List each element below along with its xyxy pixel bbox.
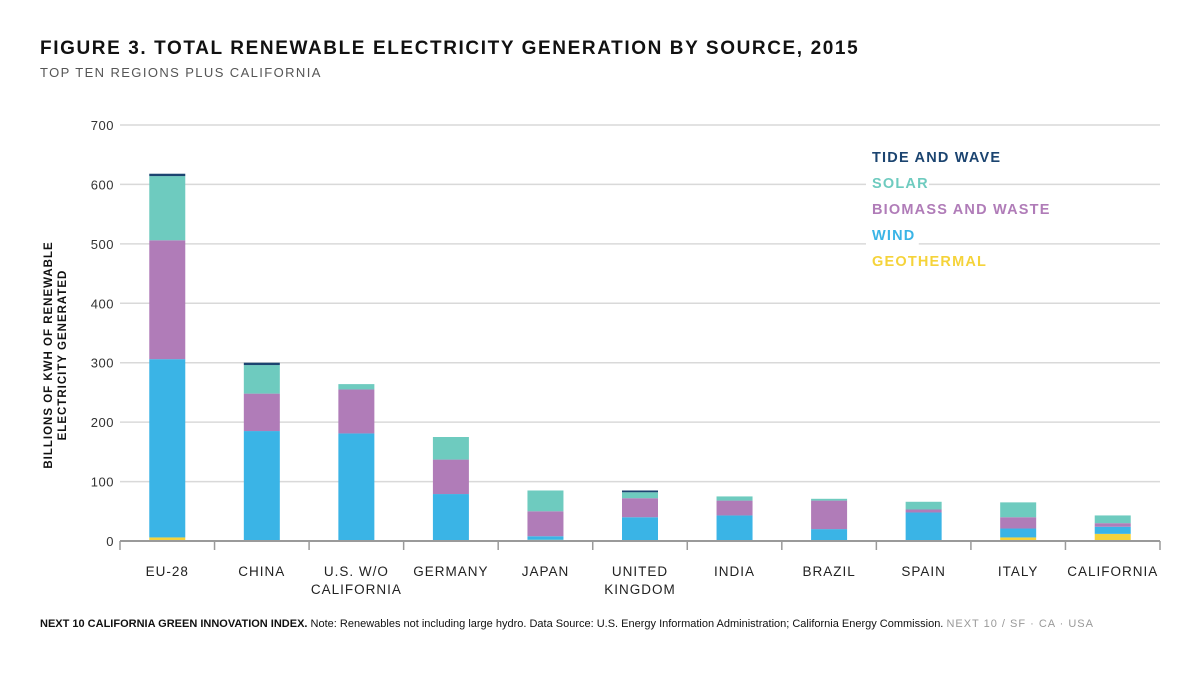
bar-segment xyxy=(716,515,753,541)
bar-segment xyxy=(1000,528,1037,538)
legend-backing xyxy=(866,251,980,271)
bar-segment xyxy=(716,496,753,501)
bar-segment xyxy=(811,498,848,501)
y-axis-label: BILLIONS OF KWH OF RENEWABLE xyxy=(43,241,55,468)
bar-segment xyxy=(811,529,848,541)
x-tick-label: UNITED xyxy=(612,564,668,579)
y-tick-label: 100 xyxy=(91,475,114,490)
bar-segment xyxy=(149,173,186,177)
bar-segment xyxy=(338,433,375,541)
x-tick-label: U.S. W/O xyxy=(324,564,389,579)
bar-segment xyxy=(243,431,280,541)
footer-brand: NEXT 10 CALIFORNIA GREEN INNOVATION INDE… xyxy=(40,618,308,630)
footer-tag: NEXT 10 / SF · CA · USA xyxy=(946,618,1094,630)
bar-segment xyxy=(338,389,375,434)
y-tick-label: 300 xyxy=(91,356,114,371)
bar-segment xyxy=(1094,533,1131,541)
bar-segment xyxy=(1094,515,1131,524)
bar-segment xyxy=(432,459,469,495)
footer-source-note: Note: Renewables not including large hyd… xyxy=(307,618,944,630)
bar-segment xyxy=(243,362,280,366)
x-tick-label: CALIFORNIA xyxy=(1067,564,1158,579)
chart-title: FIGURE 3. TOTAL RENEWABLE ELECTRICITY GE… xyxy=(40,38,860,59)
bar-segment xyxy=(716,500,753,516)
legend-label: SOLAR xyxy=(872,176,929,192)
x-tick-label: KINGDOM xyxy=(604,582,676,597)
y-tick-label: 400 xyxy=(91,296,114,311)
bar-segment xyxy=(1094,523,1131,527)
bar-segment xyxy=(905,501,942,510)
bar-segment xyxy=(149,359,186,538)
bar-segment xyxy=(811,500,848,530)
x-tick-label: SPAIN xyxy=(901,564,946,579)
bar-segment xyxy=(527,536,564,540)
y-tick-label: 500 xyxy=(91,237,114,252)
bar-segment xyxy=(622,492,658,499)
bar-segment xyxy=(243,365,280,394)
x-tick-label: BRAZIL xyxy=(802,564,855,579)
bar-segment xyxy=(527,490,564,512)
x-tick-label: EU-28 xyxy=(146,564,189,579)
legend-backing xyxy=(866,225,919,245)
legend-label: BIOMASS AND WASTE xyxy=(872,202,1051,218)
legend-label: GEOTHERMAL xyxy=(872,254,987,270)
x-tick-label: GERMANY xyxy=(413,564,488,579)
chart-subtitle: TOP TEN REGIONS PLUS CALIFORNIA xyxy=(40,65,322,80)
legend-label: TIDE AND WAVE xyxy=(872,150,1001,166)
bar-segment xyxy=(905,512,942,541)
bar-segment xyxy=(527,511,564,537)
bar-segment xyxy=(622,498,658,518)
bar-segment xyxy=(1000,537,1037,541)
y-tick-label: 700 xyxy=(91,118,114,133)
legend-backing xyxy=(866,147,1011,167)
bar-segment xyxy=(1000,502,1037,518)
legend-backing xyxy=(866,173,929,193)
x-tick-label: CALIFORNIA xyxy=(311,582,402,597)
x-tick-label: ITALY xyxy=(998,564,1039,579)
bar-segment xyxy=(338,384,375,390)
bar-segment xyxy=(432,437,469,460)
y-tick-label: 200 xyxy=(91,415,114,430)
bar-segment xyxy=(149,176,186,241)
bar-segment xyxy=(905,509,942,513)
x-tick-label: JAPAN xyxy=(522,564,570,579)
y-tick-label: 600 xyxy=(91,177,114,192)
bar-segment xyxy=(243,393,280,432)
y-tick-label: 0 xyxy=(106,534,114,549)
bar-segment xyxy=(1094,526,1131,534)
legend-label: WIND xyxy=(872,228,915,244)
bar-segment xyxy=(432,494,469,541)
bar-segment xyxy=(1000,517,1037,529)
bar-segment xyxy=(149,240,186,360)
x-tick-label: INDIA xyxy=(714,564,755,579)
bar-segment xyxy=(622,490,658,493)
bar-segment xyxy=(622,517,658,541)
bar-segment xyxy=(149,537,186,541)
y-axis-label: ELECTRICITY GENERATED xyxy=(57,270,69,441)
x-tick-label: CHINA xyxy=(238,564,285,579)
footer-note: NEXT 10 CALIFORNIA GREEN INNOVATION INDE… xyxy=(40,618,1094,630)
legend-backing xyxy=(866,199,1052,219)
